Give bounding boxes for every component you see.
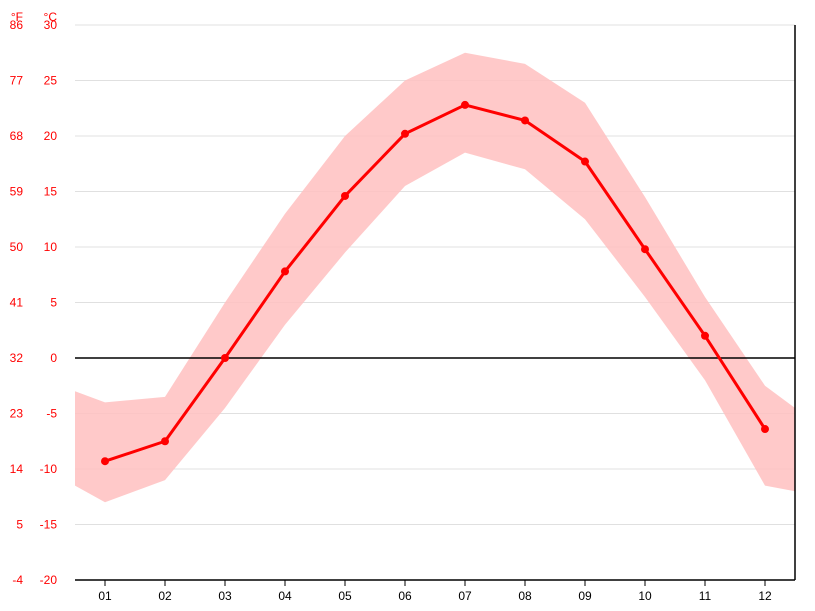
data-point (401, 130, 409, 138)
y-axis-unit-f: °F (11, 10, 23, 24)
y-tick-label-c: -10 (40, 462, 58, 476)
temperature-chart: 010203040506070809101112-20-15-10-505101… (0, 0, 815, 611)
y-tick-label-c: 0 (50, 351, 57, 365)
x-tick-label: 05 (338, 589, 352, 603)
y-tick-label-c: 15 (44, 185, 58, 199)
y-tick-label-f: 50 (10, 240, 24, 254)
data-point (581, 158, 589, 166)
x-tick-label: 12 (758, 589, 772, 603)
data-point (101, 457, 109, 465)
y-tick-label-f: 77 (10, 74, 24, 88)
y-tick-label-f: 5 (16, 518, 23, 532)
x-tick-label: 11 (699, 589, 712, 603)
data-point (221, 354, 229, 362)
x-tick-label: 03 (218, 589, 232, 603)
x-tick-label: 07 (458, 589, 472, 603)
x-tick-label: 06 (398, 589, 412, 603)
x-tick-label: 08 (518, 589, 532, 603)
y-tick-label-c: -15 (40, 518, 58, 532)
data-point (161, 437, 169, 445)
y-tick-label-c: 20 (44, 129, 58, 143)
chart-svg: 010203040506070809101112-20-15-10-505101… (0, 0, 815, 611)
y-tick-label-f: 23 (10, 407, 24, 421)
data-point (641, 245, 649, 253)
y-tick-label-f: 14 (10, 462, 24, 476)
x-tick-label: 09 (578, 589, 592, 603)
y-tick-label-c: 25 (44, 74, 58, 88)
y-tick-label-f: -4 (12, 573, 23, 587)
y-tick-label-f: 41 (10, 296, 24, 310)
y-tick-label-c: 10 (44, 240, 58, 254)
y-tick-label-f: 59 (10, 185, 24, 199)
x-tick-label: 10 (638, 589, 652, 603)
y-tick-label-f: 68 (10, 129, 24, 143)
x-tick-label: 02 (158, 589, 172, 603)
data-point (281, 267, 289, 275)
y-tick-label-c: -20 (40, 573, 58, 587)
data-point (701, 332, 709, 340)
data-point (461, 101, 469, 109)
x-tick-label: 01 (98, 589, 112, 603)
data-point (761, 425, 769, 433)
data-point (341, 192, 349, 200)
y-tick-label-c: 5 (50, 296, 57, 310)
y-tick-label-c: -5 (46, 407, 57, 421)
x-tick-label: 04 (278, 589, 292, 603)
data-point (521, 116, 529, 124)
y-axis-unit-c: °C (44, 10, 58, 24)
y-tick-label-f: 32 (10, 351, 24, 365)
